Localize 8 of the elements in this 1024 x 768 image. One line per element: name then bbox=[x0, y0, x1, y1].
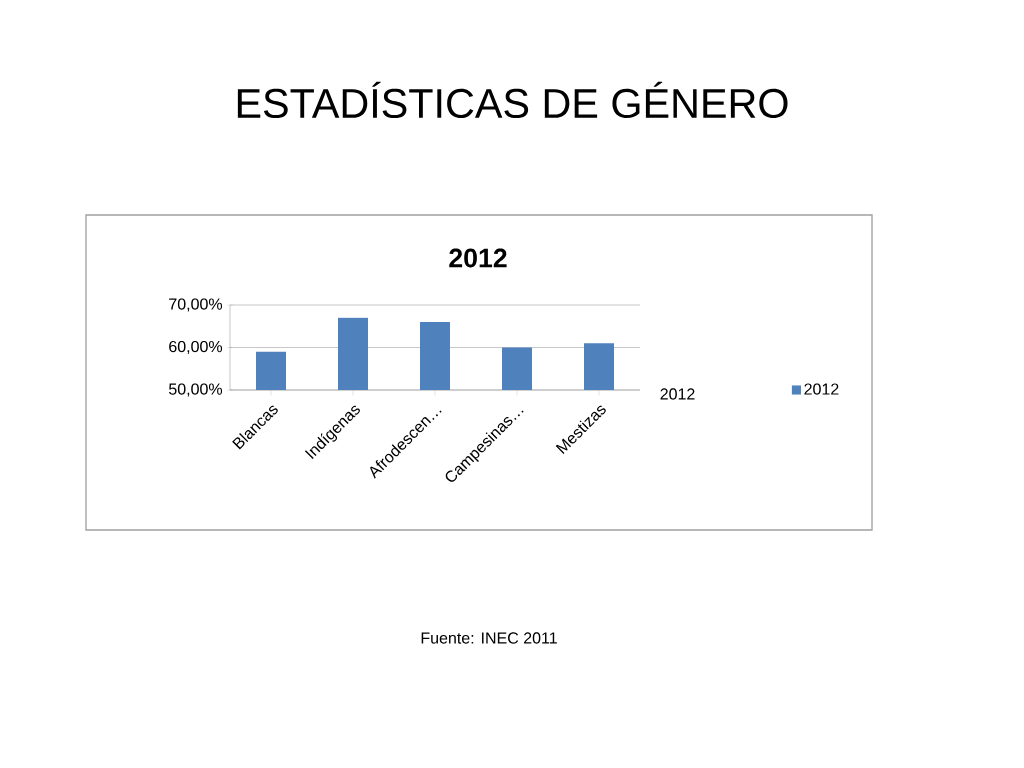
source-note: Fuente: INEC 2011 bbox=[421, 632, 557, 644]
y-tick-label: 50,00% bbox=[169, 383, 223, 397]
y-tick-label: 70,00% bbox=[169, 298, 223, 312]
chart-title: ESTADÍSTICAS DE GÉNERO bbox=[237, 81, 788, 119]
chart-subtitle: 2012 bbox=[449, 248, 507, 268]
y-tick-label: 60,00% bbox=[169, 340, 223, 355]
text: 2012 bbox=[660, 388, 695, 400]
legend-label: 2012 bbox=[804, 383, 839, 395]
